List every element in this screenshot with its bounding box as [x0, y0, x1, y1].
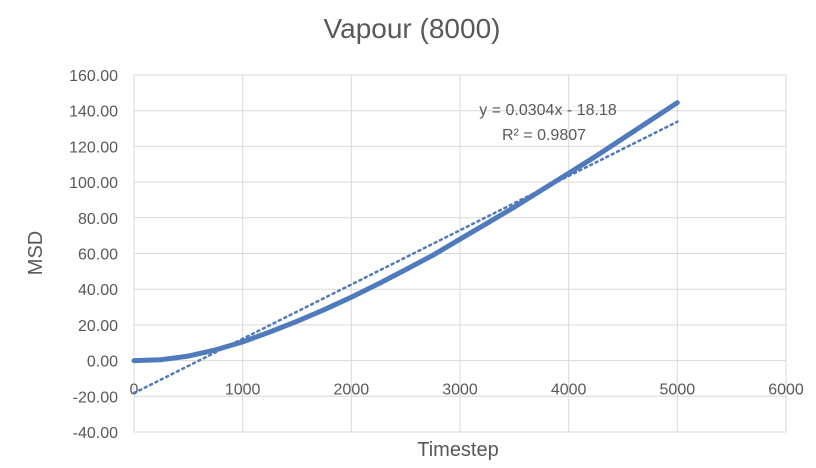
y-axis-label: MSD: [25, 231, 47, 275]
x-axis-label: Timestep: [417, 439, 499, 461]
y-tick-label: 100.00: [69, 175, 118, 192]
trendline-r-squared: R² = 0.9807: [502, 127, 586, 144]
y-tick-label: -40.00: [73, 425, 118, 442]
y-tick-label: 140.00: [69, 104, 118, 121]
chart-title: Vapour (8000): [324, 13, 501, 44]
linear-trendline: [132, 120, 679, 395]
y-tick-label: 60.00: [78, 247, 118, 264]
y-tick-labels: 160.00 140.00 120.00 100.00 80.00 60.00 40.00 2…: [69, 68, 118, 442]
y-tick-label: 40.00: [78, 282, 118, 299]
y-tick-label: -20.00: [73, 389, 118, 406]
series-layer: [131, 100, 680, 364]
x-tick-label: 6000: [768, 382, 804, 399]
x-tick-label: 0: [130, 382, 139, 399]
grid-lines: [133, 74, 787, 433]
trendline-layer: [132, 120, 679, 395]
x-tick-label: 5000: [660, 382, 696, 399]
x-tick-labels: 0 1000 2000 3000 4000 5000 6000: [130, 382, 804, 399]
msd-series-line: [131, 100, 680, 364]
trendline-equation: y = 0.0304x - 18.18: [479, 102, 617, 119]
x-tick-label: 2000: [334, 382, 370, 399]
y-tick-label: 20.00: [78, 318, 118, 335]
x-tick-label: 1000: [225, 382, 261, 399]
y-tick-label: 80.00: [78, 211, 118, 228]
y-tick-label: 0.00: [87, 354, 118, 371]
y-tick-label: 120.00: [69, 139, 118, 156]
x-tick-label: 4000: [551, 382, 587, 399]
y-tick-label: 160.00: [69, 68, 118, 85]
x-tick-label: 3000: [442, 382, 478, 399]
